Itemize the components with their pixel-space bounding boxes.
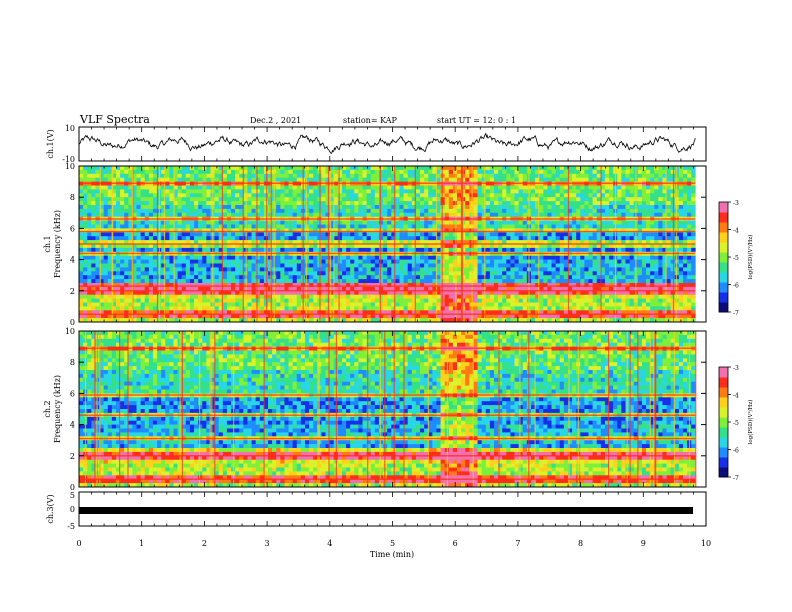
- x-axis-tick-label: 4: [327, 539, 332, 548]
- station-label: station= KAP: [343, 116, 398, 125]
- ch2-ylabel-channel: ch.2: [43, 400, 52, 417]
- ch3-waveform-panel: 5 0 -5 ch.3(V): [46, 491, 707, 531]
- x-axis-ticks: [78, 127, 707, 526]
- spectrogram-ytick-label: 8: [70, 193, 75, 202]
- ch1-ytick-top: 10: [65, 124, 75, 133]
- date-label: Dec.2 , 2021: [250, 116, 301, 125]
- ch1-ylabel-channel: ch.1: [43, 235, 52, 252]
- spectrogram-ytick-label: 0: [70, 483, 75, 492]
- colorbar-tick-label: -3: [733, 200, 739, 207]
- colorbar-tick-label: -4: [733, 393, 739, 400]
- ch1-ylabel-frequency: Frequency (kHz): [53, 210, 62, 278]
- colorbar-tick-label: -5: [733, 420, 739, 427]
- x-axis-tick-label: 10: [701, 539, 711, 548]
- spectrogram-ytick-label: 10: [65, 162, 75, 171]
- ch3-ylabel: ch.3(V): [46, 494, 55, 523]
- spectrogram-ytick-label: 4: [70, 256, 75, 265]
- ch3-waveform-line: [79, 507, 693, 514]
- ch1-spectrogram-image: [79, 166, 696, 323]
- x-axis-tick-labels: 0 1 2 3 4 5 6 7 8 9 10: [76, 539, 711, 548]
- x-axis-tick-label: 3: [265, 539, 270, 548]
- spectrogram-ytick-label: 4: [70, 421, 75, 430]
- x-axis-tick-label: 8: [578, 539, 583, 548]
- spectrogram-ytick-label: 6: [70, 389, 75, 398]
- x-axis-tick-label: 0: [76, 539, 81, 548]
- ch1-colorbar: -3 -4 -5 -6 -7 log(PSD)(V²/Hz): [718, 200, 754, 317]
- spectrogram-ytick-label: 0: [70, 318, 75, 327]
- ch2-ylabel-frequency: Frequency (kHz): [53, 375, 62, 443]
- spectrogram-ytick-label: 6: [70, 224, 75, 233]
- x-axis-tick-label: 6: [453, 539, 458, 548]
- ch1-ytick-bottom: -10: [62, 155, 75, 164]
- ch2-colorbar: -3 -4 -5 -6 -7 log(PSD)(V²/Hz): [718, 365, 754, 482]
- colorbar-tick-label: -7: [733, 475, 739, 482]
- ch3-ytick-bottom: -5: [67, 522, 75, 531]
- colorbar-tick-label: -4: [733, 228, 739, 235]
- ch3-ytick-mid: 0: [70, 505, 75, 514]
- ch2-spectrogram-panel: 0 2 4 6 8 10 ch.2 Frequency (kHz) -3 -4 -5 -6 -7 l…: [43, 327, 754, 492]
- start-time-label: start UT = 12: 0 : 1: [437, 116, 516, 125]
- x-axis-tick-label: 9: [641, 539, 646, 548]
- ch2-spectrogram-image: [79, 331, 697, 488]
- x-axis-tick-label: 7: [515, 539, 520, 548]
- x-axis-tick-label: 1: [139, 539, 144, 548]
- spectrogram-ytick-label: 2: [70, 287, 75, 296]
- colorbar-tick-label: -5: [733, 255, 739, 262]
- x-axis-label: Time (min): [370, 550, 414, 559]
- ch1-waveform-panel: 10 -10 ch.1(V): [46, 124, 707, 164]
- spectrogram-ytick-label: 2: [70, 452, 75, 461]
- colorbar-label: log(PSD)(V²/Hz): [747, 400, 754, 445]
- x-axis-tick-label: 2: [202, 539, 207, 548]
- ch1-spectrogram-panel: 0 2 4 6 8 10 ch.1 Frequency (kHz) -3 -4 -5 -6 -7 l…: [43, 162, 754, 327]
- figure-title: VLF Spectra: [79, 113, 150, 126]
- x-axis-tick-label: 5: [390, 539, 395, 548]
- spectrogram-ytick-label: 8: [70, 358, 75, 367]
- colorbar-label: log(PSD)(V²/Hz): [747, 235, 754, 280]
- ch3-ytick-top: 5: [70, 491, 75, 500]
- spectrogram-ytick-label: 10: [65, 327, 75, 336]
- ch1-waveform-line: [78, 132, 696, 154]
- colorbar-tick-label: -7: [733, 310, 739, 317]
- colorbar-tick-label: -6: [733, 448, 739, 455]
- colorbar-tick-label: -3: [733, 365, 739, 372]
- colorbar-tick-label: -6: [733, 283, 739, 290]
- ch1-ylabel: ch.1(V): [46, 129, 55, 158]
